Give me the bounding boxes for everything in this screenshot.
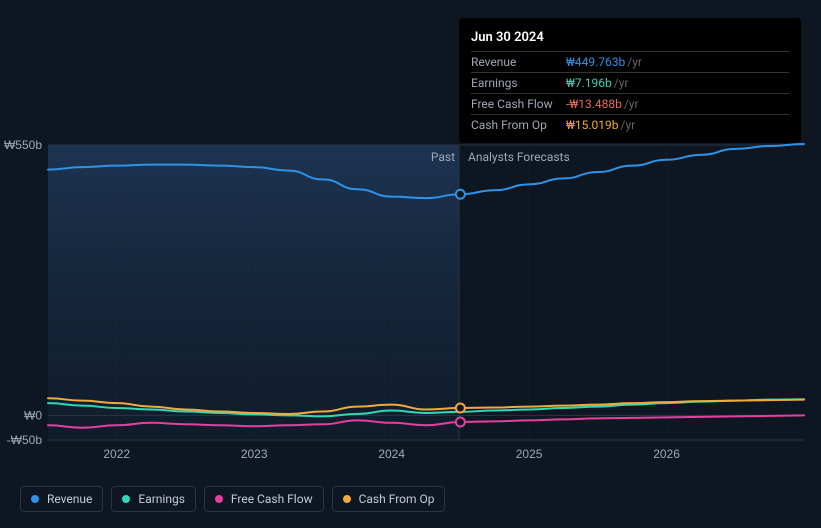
tooltip-row-label: Revenue [471,55,566,69]
svg-text:2026: 2026 [653,447,680,461]
tooltip-row: Free Cash Flow-₩13.488b /yr [471,94,789,115]
legend-swatch [31,495,39,503]
tooltip-title: Jun 30 2024 [471,26,789,52]
legend-label: Earnings [138,492,185,506]
legend-label: Cash From Op [359,492,435,506]
past-label: Past [431,150,455,164]
tooltip-row-value: -₩13.488b [566,97,622,111]
svg-text:2022: 2022 [103,447,130,461]
tooltip-row-unit: /yr [614,76,629,90]
legend-label: Revenue [47,492,92,506]
tooltip-row-unit: /yr [621,118,636,132]
legend-item-earnings[interactable]: Earnings [111,486,196,512]
legend-item-fcf[interactable]: Free Cash Flow [204,486,324,512]
tooltip-row: Cash From Op₩15.019b /yr [471,115,789,135]
tooltip-row-value: ₩15.019b [566,118,619,132]
legend-swatch [343,495,351,503]
svg-text:2023: 2023 [241,447,268,461]
legend-item-cfo[interactable]: Cash From Op [332,486,446,512]
tooltip-row-label: Earnings [471,76,566,90]
tooltip-row-unit: /yr [627,55,642,69]
forecast-label: Analysts Forecasts [468,150,570,164]
tooltip-row-value: ₩7.196b [566,76,612,90]
tooltip-row-label: Cash From Op [471,118,566,132]
svg-text:₩0: ₩0 [24,408,42,422]
tooltip-row-label: Free Cash Flow [471,97,566,111]
svg-text:₩550b: ₩550b [4,138,42,152]
svg-text:-₩50b: -₩50b [7,433,43,447]
tooltip-row-unit: /yr [624,97,639,111]
legend: Revenue Earnings Free Cash Flow Cash From O… [20,486,445,512]
tooltip-row: Earnings₩7.196b /yr [471,73,789,94]
hover-tooltip: Jun 30 2024 Revenue₩449.763b /yrEarnings… [459,18,801,143]
legend-item-revenue[interactable]: Revenue [20,486,103,512]
tooltip-row: Revenue₩449.763b /yr [471,52,789,73]
tooltip-row-value: ₩449.763b [566,55,625,69]
legend-swatch [122,495,130,503]
svg-text:2025: 2025 [516,447,543,461]
svg-text:2024: 2024 [378,447,405,461]
legend-swatch [215,495,223,503]
legend-label: Free Cash Flow [231,492,313,506]
